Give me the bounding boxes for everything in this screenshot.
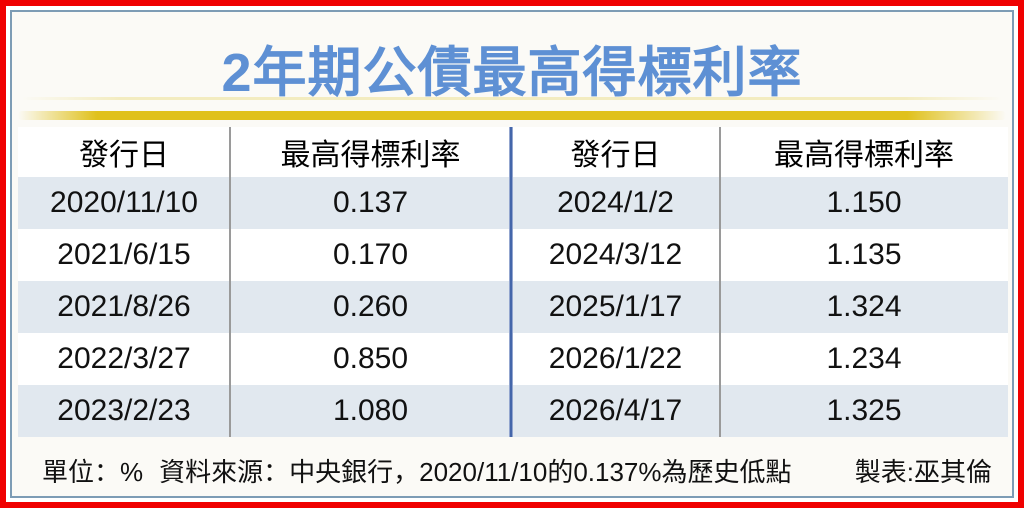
rate-cell: 1.234 bbox=[826, 342, 902, 375]
page-title: 2年期公債最高得標利率 bbox=[221, 43, 803, 103]
source-note: 資料來源：中央銀行，2020/11/10的0.137%為歷史低點 bbox=[159, 457, 792, 487]
issue-date-cell: 2024/3/12 bbox=[548, 238, 683, 271]
rate-cell: 1.080 bbox=[230, 385, 511, 437]
unit-note: 單位：% bbox=[42, 457, 144, 487]
rate-cell: 1.150 bbox=[720, 177, 1008, 229]
rates-table: 發行日 最高得標利率 發行日 最高得標利率 2020/11/10 0.137 2… bbox=[18, 127, 1008, 437]
col-header-rate: 最高得標利率 bbox=[774, 139, 954, 172]
rate-cell: 1.325 bbox=[720, 385, 1008, 437]
issue-date-cell: 2023/2/23 bbox=[18, 385, 230, 437]
content-area: 2年期公債最高得標利率 發行日 最高得標利率 發行日 最高得標利率 2020/1… bbox=[10, 10, 1014, 498]
col-header-issue-date: 發行日 bbox=[79, 139, 169, 172]
center-column-divider bbox=[509, 127, 513, 437]
rate-cell: 0.850 bbox=[332, 342, 409, 375]
issue-date-cell: 2026/4/17 bbox=[511, 385, 720, 437]
col-header-issue-date: 發行日 bbox=[570, 139, 661, 172]
col-header-rate: 最高得標利率 bbox=[280, 139, 461, 172]
issue-date-cell: 2026/1/22 bbox=[548, 342, 683, 375]
rate-cell: 1.135 bbox=[826, 238, 902, 271]
issue-date-cell: 2021/6/15 bbox=[57, 238, 191, 271]
rate-cell: 0.170 bbox=[332, 238, 409, 271]
column-divider bbox=[719, 127, 721, 437]
rate-cell: 0.137 bbox=[230, 177, 511, 229]
rate-cell: 1.324 bbox=[720, 281, 1008, 333]
issue-date-cell: 2022/3/27 bbox=[57, 342, 191, 375]
title-underline-highlight bbox=[22, 97, 1002, 100]
issue-date-cell: 2020/11/10 bbox=[18, 177, 230, 229]
footnote: 單位：% 資料來源：中央銀行，2020/11/10的0.137%為歷史低點 製表… bbox=[42, 452, 992, 489]
credit-note: 製表:巫其倫 bbox=[854, 457, 992, 487]
rate-cell: 0.260 bbox=[230, 281, 511, 333]
title-underline-bar bbox=[18, 111, 1006, 120]
issue-date-cell: 2025/1/17 bbox=[511, 281, 720, 333]
issue-date-cell: 2021/8/26 bbox=[18, 281, 230, 333]
issue-date-cell: 2024/1/2 bbox=[511, 177, 720, 229]
column-divider bbox=[229, 127, 231, 437]
